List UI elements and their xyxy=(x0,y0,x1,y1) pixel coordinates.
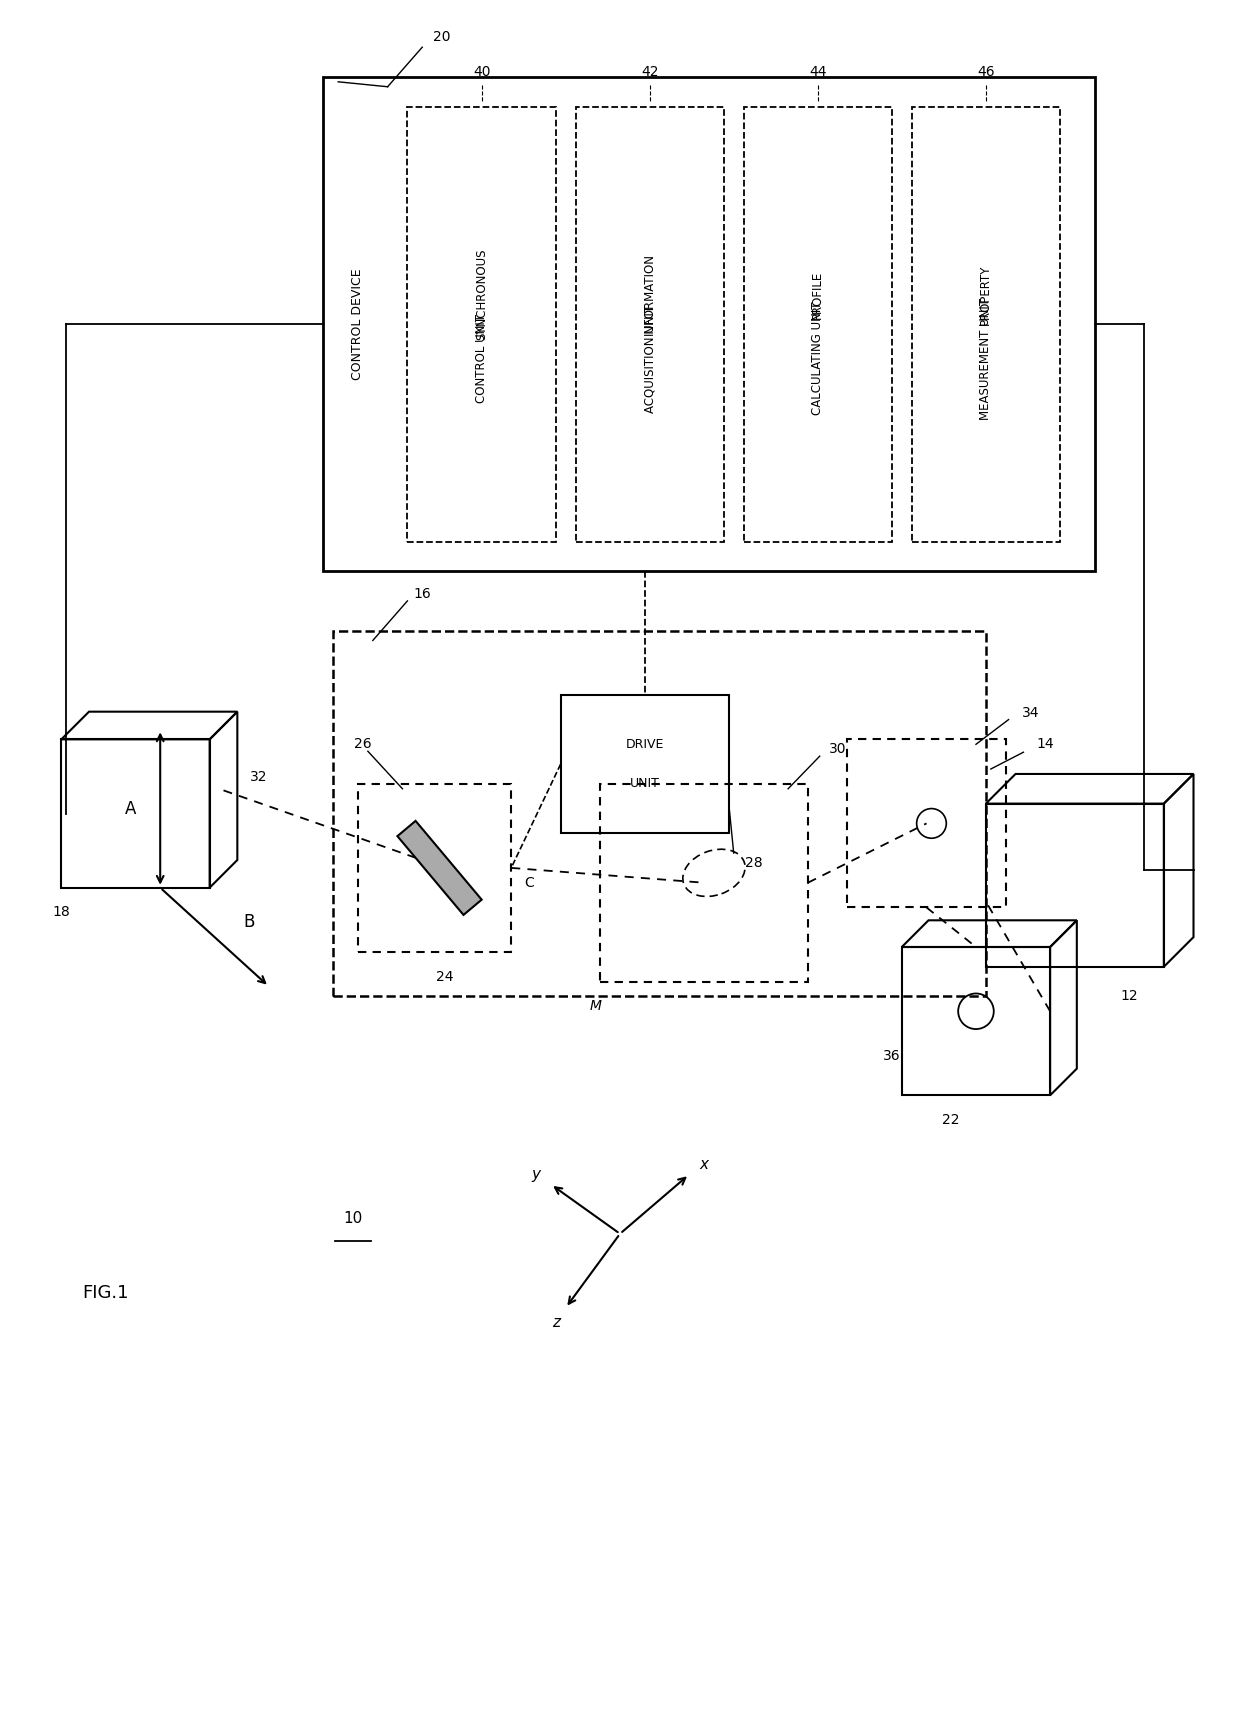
Text: 16: 16 xyxy=(413,588,432,601)
Text: 18: 18 xyxy=(52,905,71,919)
Polygon shape xyxy=(397,821,481,916)
Bar xyxy=(847,739,1006,907)
Text: 30: 30 xyxy=(828,742,846,756)
Text: ACQUISITION UNIT: ACQUISITION UNIT xyxy=(644,304,656,412)
Text: C: C xyxy=(525,876,534,890)
Text: 20: 20 xyxy=(433,31,451,45)
Text: CONTROL DEVICE: CONTROL DEVICE xyxy=(351,268,365,380)
Text: z: z xyxy=(552,1316,559,1330)
Bar xyxy=(911,107,1060,541)
Text: UNIT: UNIT xyxy=(630,777,660,790)
Bar xyxy=(600,783,808,981)
Text: PROPERTY: PROPERTY xyxy=(980,265,992,325)
Text: 32: 32 xyxy=(250,770,268,783)
Text: FIG.1: FIG.1 xyxy=(83,1283,129,1302)
Bar xyxy=(408,107,556,541)
Text: 34: 34 xyxy=(1022,706,1039,720)
Text: x: x xyxy=(699,1156,708,1172)
Text: 28: 28 xyxy=(745,856,763,869)
Text: MEASUREMENT UNIT: MEASUREMENT UNIT xyxy=(980,297,992,419)
Text: 40: 40 xyxy=(472,65,490,79)
Text: 44: 44 xyxy=(808,65,827,79)
Bar xyxy=(560,694,729,833)
Bar xyxy=(986,804,1164,967)
Text: 26: 26 xyxy=(355,737,372,751)
Bar xyxy=(61,739,210,888)
Text: 36: 36 xyxy=(883,1048,900,1063)
Text: 46: 46 xyxy=(977,65,994,79)
Text: PROFILE: PROFILE xyxy=(811,270,825,318)
Bar xyxy=(901,947,1050,1096)
Text: 14: 14 xyxy=(1037,737,1054,751)
Text: 42: 42 xyxy=(641,65,658,79)
Text: CONTROL UNIT: CONTROL UNIT xyxy=(475,314,489,404)
Bar xyxy=(575,107,724,541)
Text: y: y xyxy=(532,1167,541,1182)
Bar xyxy=(334,631,986,996)
Text: SYNCHRONOUS: SYNCHRONOUS xyxy=(475,249,489,340)
Bar xyxy=(744,107,892,541)
Bar xyxy=(358,783,511,952)
Text: 24: 24 xyxy=(435,969,454,984)
Text: 10: 10 xyxy=(343,1211,362,1227)
Text: 22: 22 xyxy=(942,1113,960,1127)
Text: INFORMATION: INFORMATION xyxy=(644,253,656,335)
Text: A: A xyxy=(125,799,136,818)
Text: DRIVE: DRIVE xyxy=(625,737,663,751)
Bar xyxy=(324,77,1095,572)
Text: B: B xyxy=(243,914,255,931)
Text: 12: 12 xyxy=(1121,990,1138,1003)
Text: M: M xyxy=(589,1000,601,1014)
Text: CALCULATING UNIT: CALCULATING UNIT xyxy=(811,302,825,416)
